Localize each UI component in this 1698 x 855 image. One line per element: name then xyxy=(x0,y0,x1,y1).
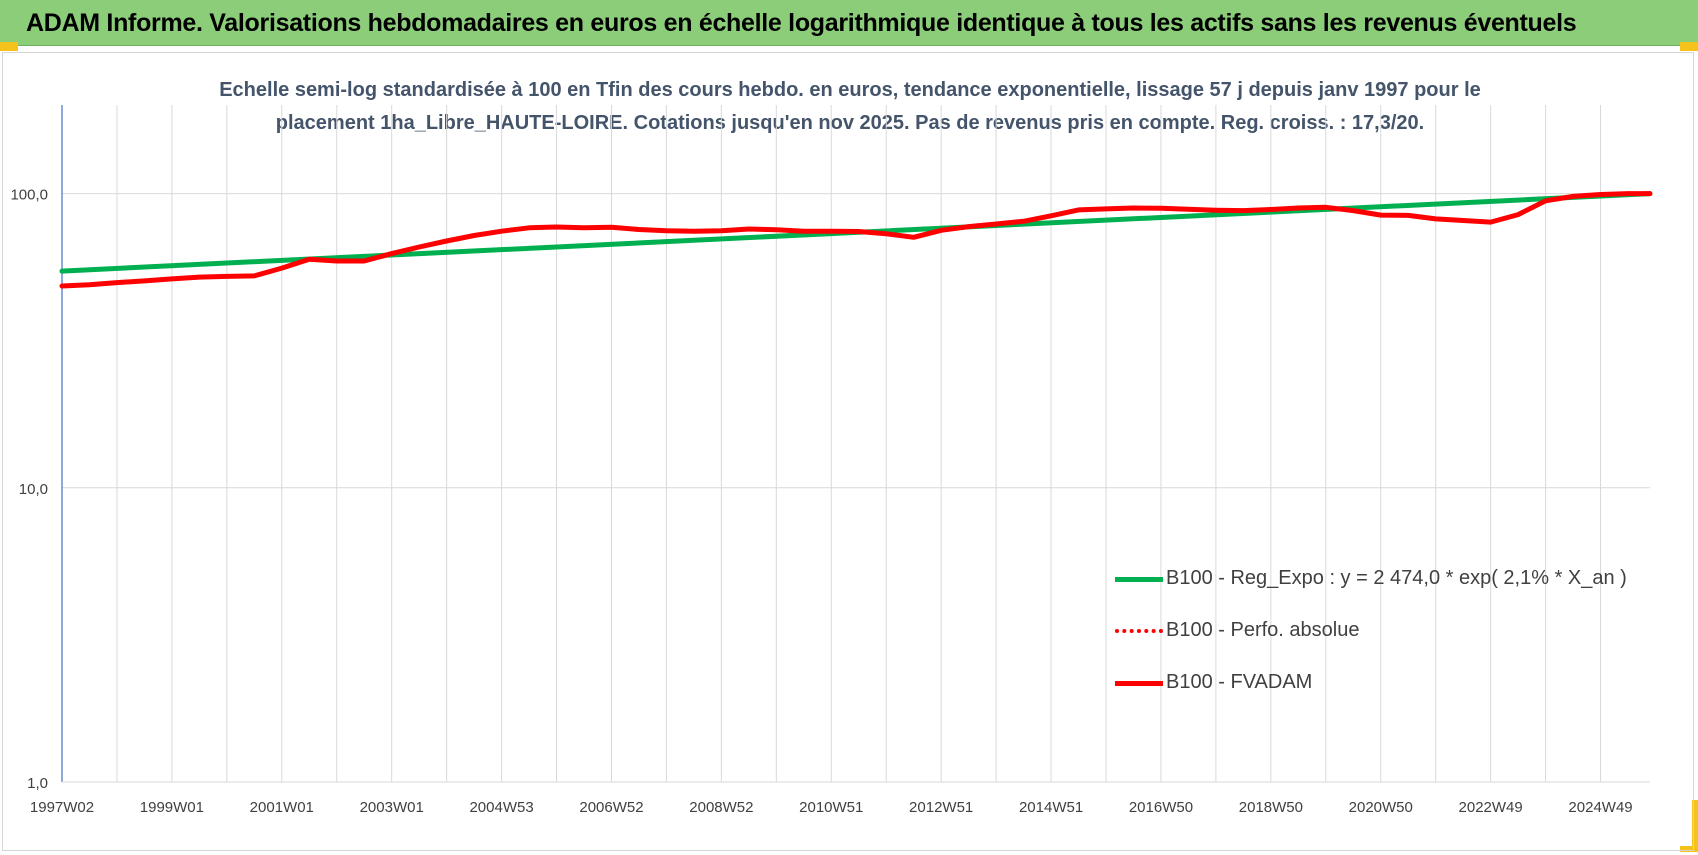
chart-frame xyxy=(2,52,1694,851)
chart-subtitle: Echelle semi-log standardisée à 100 en T… xyxy=(150,74,1550,140)
legend-item-fvadam: B100 - FVADAM xyxy=(1110,669,1690,695)
x-tick-label: 2020W50 xyxy=(1349,799,1413,816)
legend-label-reg-expo: B100 - Reg_Expo : y = 2 474,0 * exp( 2,1… xyxy=(1166,567,1627,589)
y-axis-labels: 1,0 10,0 100,0 xyxy=(10,187,48,792)
x-tick-label: 2016W50 xyxy=(1129,799,1193,816)
chart-subtitle-line-2: placement 1ha_Libre_HAUTE-LOIRE. Cotatio… xyxy=(275,112,1425,134)
x-tick-label: 2006W52 xyxy=(579,799,643,816)
x-tick-label: 2008W52 xyxy=(689,799,753,816)
legend-swatch-reg-expo xyxy=(1115,577,1163,582)
chart-series xyxy=(59,191,1653,289)
legend-item-perfo-absolue: B100 - Perfo. absolue xyxy=(1110,617,1690,643)
chart-axes xyxy=(61,105,1650,783)
legend-label-fvadam: B100 - FVADAM xyxy=(1166,671,1313,693)
legend-item-reg-expo: B100 - Reg_Expo : y = 2 474,0 * exp( 2,1… xyxy=(1110,565,1690,591)
x-tick-label: 2018W50 xyxy=(1239,799,1303,816)
chart-legend: B100 - Reg_Expo : y = 2 474,0 * exp( 2,1… xyxy=(1110,565,1690,721)
x-tick-label: 2022W49 xyxy=(1459,799,1523,816)
x-tick-label: 2024W49 xyxy=(1568,799,1632,816)
x-axis-labels: 1997W02 1999W01 2001W01 2003W01 2004W53 2006W… xyxy=(30,799,1633,816)
corner-marker-bottom-right-edge xyxy=(1680,846,1698,852)
corner-marker-top-left xyxy=(0,42,18,51)
corner-marker-top-right xyxy=(1680,42,1698,51)
x-tick-label: 2003W01 xyxy=(360,799,424,816)
x-tick-label: 2010W51 xyxy=(799,799,863,816)
x-tick-label: 1999W01 xyxy=(140,799,204,816)
header-banner: ADAM Informe. Valorisations hebdomadaire… xyxy=(0,0,1698,46)
x-tick-label: 1997W02 xyxy=(30,799,94,816)
y-tick-label: 10,0 xyxy=(19,481,48,498)
corner-marker-bottom-right xyxy=(1692,800,1698,852)
y-tick-label: 100,0 xyxy=(10,187,48,204)
legend-swatch-fvadam xyxy=(1115,681,1163,686)
chart-subtitle-line-1: Echelle semi-log standardisée à 100 en T… xyxy=(219,79,1481,101)
legend-swatch-perfo-absolue xyxy=(1115,629,1163,633)
x-tick-label: 2012W51 xyxy=(909,799,973,816)
y-tick-label: 1,0 xyxy=(27,775,48,792)
series-line-fvadam xyxy=(59,191,1653,289)
page-title: ADAM Informe. Valorisations hebdomadaire… xyxy=(26,9,1577,37)
legend-label-perfo-absolue: B100 - Perfo. absolue xyxy=(1166,619,1360,641)
x-tick-label: 2001W01 xyxy=(250,799,314,816)
x-tick-label: 2004W53 xyxy=(469,799,533,816)
x-tick-label: 2014W51 xyxy=(1019,799,1083,816)
